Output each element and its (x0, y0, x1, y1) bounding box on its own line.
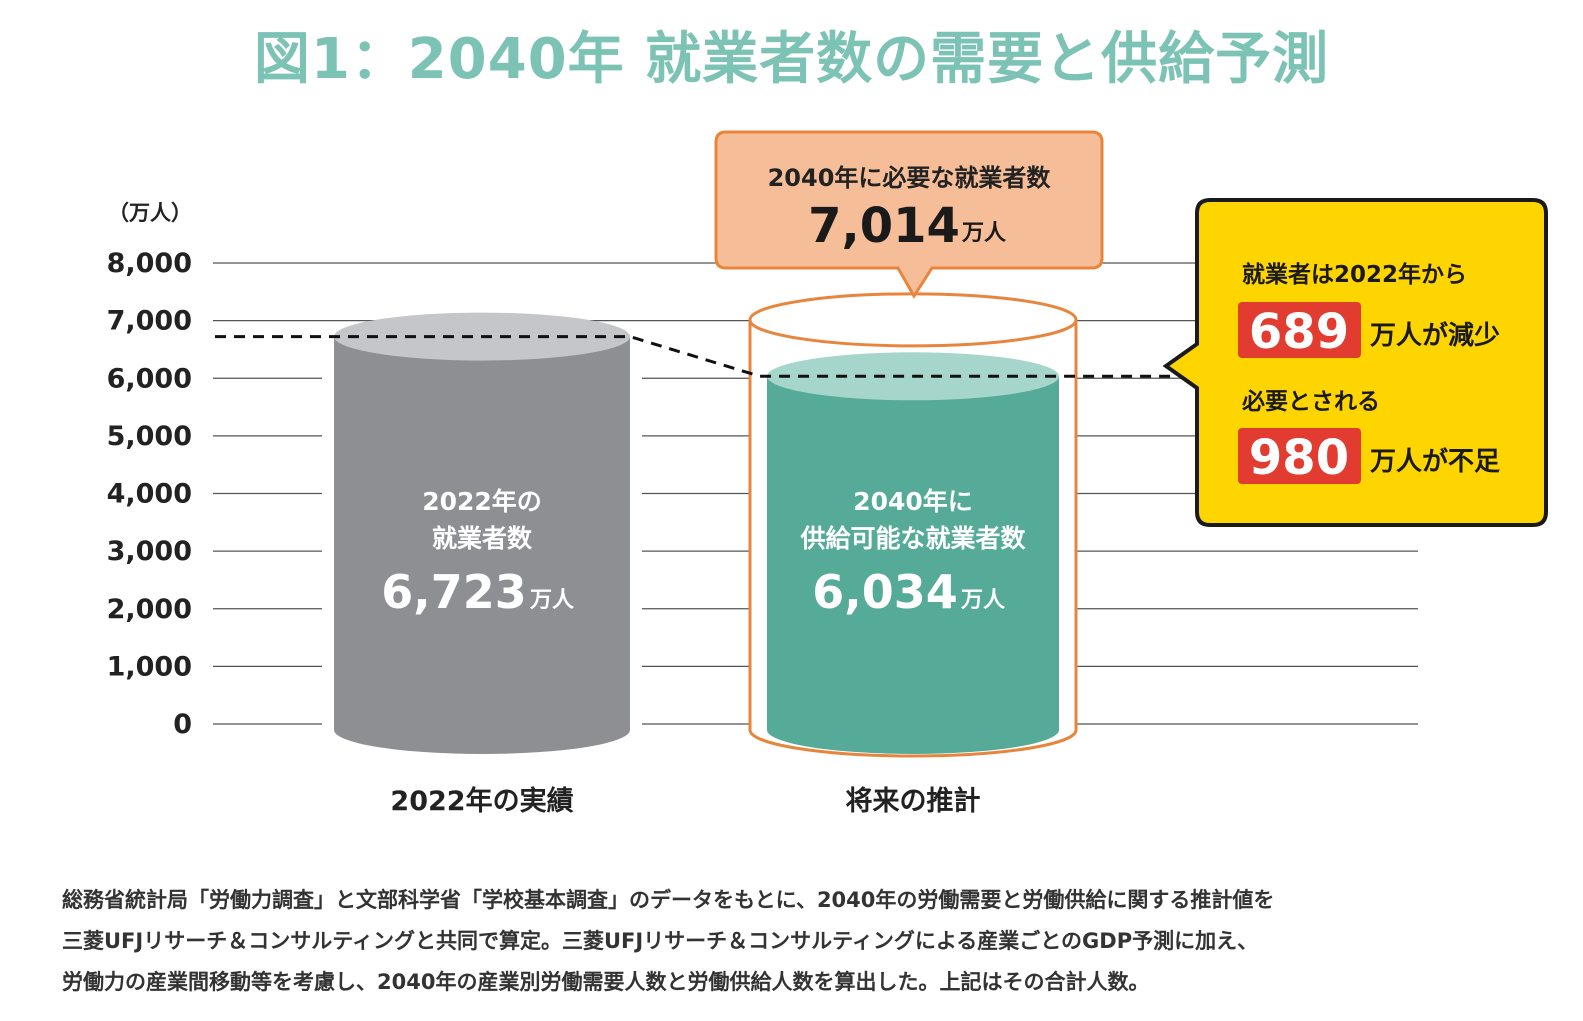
y-axis-ticks: 0 1,000 2,000 3,000 4,000 5,000 6,000 7,000 8,00… (107, 248, 192, 740)
demand-bubble-box (714, 130, 1104, 299)
bar-label-line2: 供給可能な就業者数 (799, 524, 1026, 553)
callout-line3: 必要とされる (1242, 388, 1380, 415)
footnote-line: 総務省統計局「労働力調査」と文部科学省「学校基本調査」のデータをもとに、2040… (62, 888, 1275, 912)
bar-value: 6,723 (381, 565, 527, 619)
x-category-label: 将来の推計 (846, 785, 981, 817)
shortage-value: 980 (1249, 430, 1349, 486)
bar-value: 6,034 (812, 565, 958, 619)
demand-outline-base (748, 729, 1078, 758)
bar-label-line1: 2022年の (422, 487, 542, 516)
demand-label: 2040年に必要な就業者数 (768, 164, 1052, 192)
y-tick-label: 4,000 (107, 479, 192, 510)
bar-2-base (767, 706, 1059, 754)
decrease-value: 689 (1249, 304, 1349, 360)
shortage-suffix: 万人が不足 (1370, 446, 1500, 477)
y-tick-label: 6,000 (107, 363, 192, 394)
dashed-reference-line (215, 335, 1175, 378)
y-tick-label: 5,000 (107, 421, 192, 452)
demand-outline (748, 292, 1078, 758)
bar-label-line1: 2040年に (853, 487, 973, 516)
demand-value: 7,014 (808, 198, 960, 254)
bar-1-body (334, 336, 630, 730)
bar-1-base (334, 706, 630, 754)
y-tick-label: 7,000 (107, 306, 192, 337)
y-tick-label: 1,000 (107, 651, 192, 682)
decrease-badge (1238, 302, 1361, 358)
decrease-suffix: 万人が減少 (1370, 320, 1500, 351)
bar-unit: 万人 (960, 588, 1005, 613)
y-axis-label: （万人） (108, 201, 192, 225)
footnote-line: 三菱UFJリサーチ＆コンサルティングと共同で算定。三菱UFJリサーチ＆コンサルテ… (62, 929, 1259, 953)
y-tick-label: 2,000 (107, 594, 192, 625)
demand-bubble: 2040年に必要な就業者数 7,014 万人 (714, 130, 1104, 299)
shortage-badge (1238, 428, 1361, 484)
footnote-line: 労働力の産業間移動等を考慮し、2040年の産業別労働需要人数と労働供給人数を算出… (62, 970, 1150, 994)
chart-title: 図1：2040年 就業者数の需要と供給予測 (253, 27, 1330, 92)
bar-label-line2: 就業者数 (432, 524, 533, 553)
x-category-label: 2022年の実績 (390, 785, 573, 817)
y-tick-label: 8,000 (107, 248, 192, 279)
footnote: 総務省統計局「労働力調査」と文部科学省「学校基本調査」のデータをもとに、2040… (62, 880, 1542, 1003)
y-tick-label: 0 (173, 709, 192, 740)
y-tick-label: 3,000 (107, 536, 192, 567)
demand-unit: 万人 (961, 221, 1006, 246)
bar-unit: 万人 (529, 588, 574, 613)
bar-2-body (767, 376, 1059, 730)
x-axis-categories: 2022年の実績 将来の推計 (390, 785, 980, 817)
callout-line1: 就業者は2022年から (1242, 261, 1467, 288)
